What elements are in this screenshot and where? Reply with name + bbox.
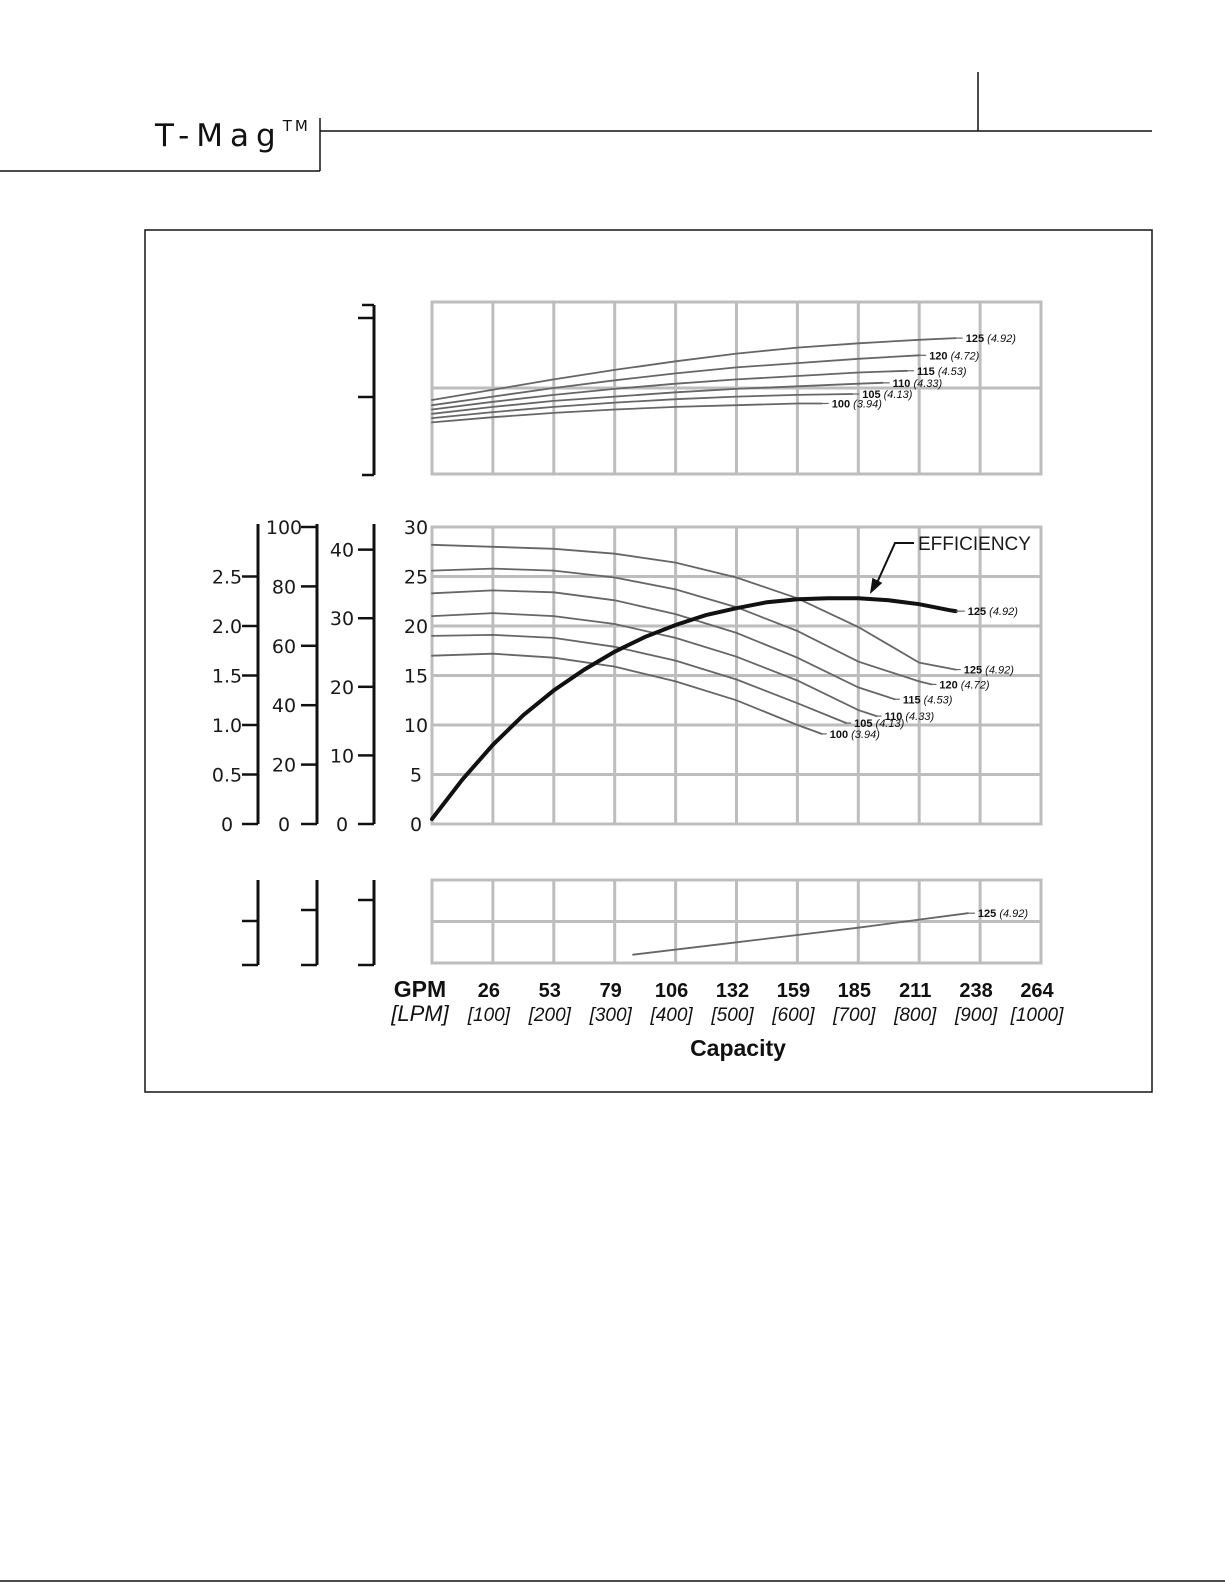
- main-series-120-label: 120 (4.72): [939, 679, 989, 691]
- main-left-axis-tick-label: 100: [266, 517, 302, 539]
- main-left-axis-tick-label: 80: [272, 576, 296, 598]
- main-left-axis-tick-label: 40: [330, 540, 354, 562]
- x-tick-gpm-label: 238: [959, 980, 992, 1002]
- x-tick-lpm-label: [700]: [832, 1005, 876, 1026]
- x-tick-lpm-label: [400]: [649, 1005, 693, 1026]
- main-y-tick-label: 10: [404, 715, 428, 737]
- x-axis-title: Capacity: [690, 1035, 786, 1061]
- x-tick-gpm-label: 53: [539, 980, 561, 1002]
- main-y-tick-label: 15: [404, 666, 428, 688]
- x-tick-gpm-label: 106: [655, 980, 688, 1002]
- x-tick-lpm-label: [600]: [771, 1005, 815, 1026]
- top-series-110: [431, 381, 884, 415]
- efficiency-callout-line: [875, 542, 914, 586]
- x-tick-gpm-label: 211: [899, 980, 931, 1002]
- x-tick-gpm-label: 185: [838, 980, 871, 1002]
- bottom-series-125-label: 125 (4.92): [978, 908, 1028, 920]
- main-left-axis-tick-label: 2.0: [212, 616, 242, 638]
- top-series-105: [431, 393, 854, 419]
- efficiency-series-label: 125 (4.92): [968, 606, 1018, 618]
- main-left-axis-tick-label: 2.5: [212, 567, 242, 589]
- efficiency-label: EFFICIENCY: [918, 534, 1031, 555]
- main-left-axis-tick-label: 0: [221, 814, 233, 836]
- top-series-105-label: 105 (4.13): [862, 389, 912, 401]
- efficiency-callout-arrow: [869, 577, 883, 594]
- trademark-mark: TM: [282, 116, 311, 135]
- x-tick-gpm-label: 159: [777, 980, 810, 1002]
- top-series-100: [431, 402, 823, 424]
- main-left-axis-tick-label: 0: [278, 814, 290, 836]
- main-left-axis-tick-label: 10: [330, 745, 354, 767]
- main-left-axis-tick-label: 20: [272, 755, 296, 777]
- main-y-tick-label: 30: [404, 517, 428, 539]
- main-left-axis-tick-label: 30: [330, 608, 354, 630]
- main-left-axis-tick-label: 1.5: [212, 666, 242, 688]
- x-tick-gpm-label: 26: [478, 980, 500, 1002]
- x-tick-lpm-label: [1000]: [1010, 1005, 1065, 1026]
- x-tick-gpm-label: 264: [1020, 980, 1054, 1002]
- main-series-100-label: 100 (3.94): [830, 729, 880, 741]
- top-series-115-label: 115 (4.53): [917, 366, 967, 378]
- main-y-tick-label: 20: [404, 616, 428, 638]
- main-left-axis-tick-label: 0: [336, 814, 348, 836]
- main-series-105: [431, 633, 847, 724]
- main-y-tick-label: 5: [410, 765, 422, 787]
- bottom-series-125: [632, 912, 969, 956]
- main-left-axis-tick-label: 60: [272, 636, 296, 658]
- efficiency-curve: [430, 596, 958, 821]
- main-series-100: [431, 652, 823, 735]
- main-left-axis-tick-label: 40: [272, 695, 296, 717]
- main-series-105-label: 105 (4.13): [854, 718, 904, 730]
- main-y-tick-label: 25: [404, 567, 428, 589]
- chart-frame: [144, 229, 1153, 1093]
- main-series-115: [431, 589, 896, 701]
- x-tick-lpm-label: [200]: [528, 1005, 572, 1026]
- top-series-125-label: 125 (4.92): [966, 333, 1016, 345]
- x-tick-lpm-label: [500]: [710, 1005, 754, 1026]
- x-unit-lpm: [LPM]: [390, 1001, 449, 1026]
- x-tick-lpm-label: [100]: [467, 1005, 511, 1026]
- main-left-axis-tick-label: 20: [330, 677, 354, 699]
- top-series-100-label: 100 (3.94): [832, 398, 882, 410]
- main-y-tick-label: 0: [410, 814, 422, 836]
- top-series-115: [431, 369, 908, 411]
- x-tick-lpm-label: [300]: [589, 1005, 633, 1026]
- x-tick-gpm-label: 132: [716, 980, 749, 1002]
- x-tick-lpm-label: [800]: [893, 1005, 937, 1026]
- main-left-axis-tick-label: 0.5: [212, 765, 242, 787]
- main-series-125: [431, 543, 957, 671]
- top-series-120: [431, 354, 921, 407]
- main-series-125-label: 125 (4.92): [964, 665, 1014, 677]
- brand-title: T-MagTM: [155, 116, 311, 154]
- main-series-120: [431, 567, 933, 686]
- main-series-110-label: 110 (4.33): [885, 711, 935, 723]
- x-tick-gpm-label: 79: [600, 980, 622, 1002]
- top-series-110-label: 110 (4.33): [893, 378, 943, 390]
- x-unit-gpm: GPM: [394, 976, 446, 1002]
- main-left-axis-tick-label: 1.0: [212, 715, 242, 737]
- main-series-115-label: 115 (4.53): [903, 694, 953, 706]
- top-series-125: [431, 337, 957, 401]
- main-series-110: [431, 612, 878, 717]
- x-tick-lpm-label: [900]: [954, 1005, 998, 1026]
- top-series-120-label: 120 (4.72): [929, 350, 979, 362]
